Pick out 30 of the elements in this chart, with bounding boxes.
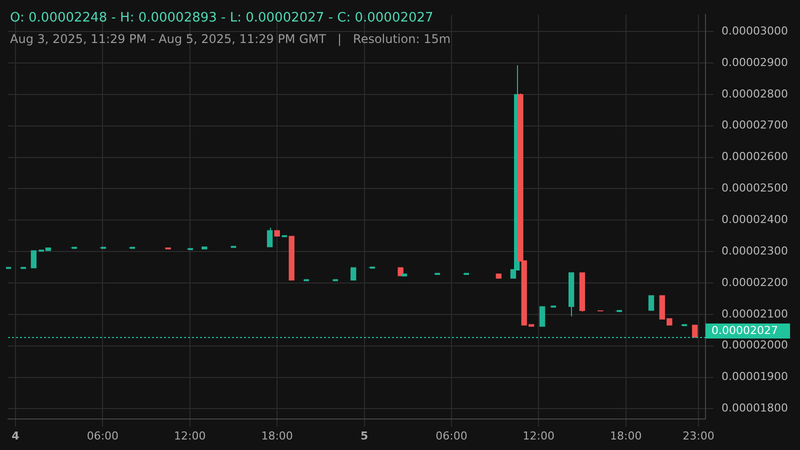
y-tick-label: 0.00002700	[722, 118, 788, 132]
chart-title: O: 0.00002248 - H: 0.00002893 - L: 0.00002027 - C: 0.00002027	[10, 10, 434, 26]
y-tick-label: 0.00001800	[722, 402, 788, 415]
y-tick-label: 0.00001900	[722, 370, 788, 384]
x-tick-label: 12:00	[522, 429, 554, 442]
x-tick-label: 5	[360, 429, 368, 442]
candlestick	[350, 267, 356, 281]
y-tick-label: 0.00002800	[722, 87, 788, 100]
x-tick-label: 23:00	[682, 429, 714, 442]
x-tick-label: 12:00	[174, 429, 206, 442]
candlestick	[692, 324, 698, 338]
candlestick	[539, 306, 546, 327]
y-tick-label: 0.00002600	[722, 150, 788, 164]
x-tick-label: 18:00	[261, 429, 293, 442]
x-tick-label: 18:00	[610, 429, 642, 442]
y-tick-label: 0.00002100	[722, 307, 788, 320]
x-tick-label: 4	[12, 429, 20, 442]
y-tick-label: 0.00002200	[722, 276, 788, 289]
y-tick-label: 0.00002400	[722, 213, 788, 226]
text: Aug 3, 2025, 11:29 PM - Aug 5, 2025, 11:29 PM GMT | Resolution: 15m	[10, 32, 451, 46]
candlestick	[648, 295, 654, 311]
y-tick-label: 0.00002000	[722, 338, 788, 352]
y-tick-label: 0.00002500	[722, 182, 788, 195]
ref-line-label: 0.00002027	[712, 324, 778, 337]
y-tick-label: 0.00002900	[722, 56, 788, 69]
y-tick-label: 0.00002300	[722, 244, 788, 258]
x-tick-label: 06:00	[86, 429, 119, 442]
y-tick-label: 0.00003000	[722, 24, 788, 38]
x-tick-label: 06:00	[436, 429, 468, 442]
candlestick	[266, 227, 273, 248]
